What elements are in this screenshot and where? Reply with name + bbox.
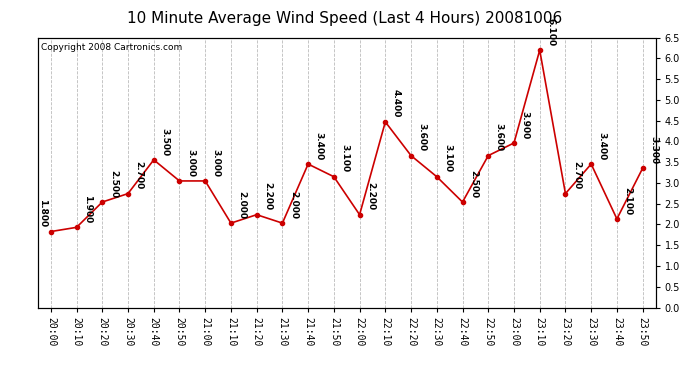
Text: 3.400: 3.400 <box>598 132 607 160</box>
Text: 6.100: 6.100 <box>546 18 555 46</box>
Text: 2.000: 2.000 <box>289 191 298 219</box>
Text: 1.800: 1.800 <box>38 199 47 227</box>
Text: 2.700: 2.700 <box>572 161 581 189</box>
Text: 3.300: 3.300 <box>649 136 658 164</box>
Text: 3.100: 3.100 <box>444 144 453 172</box>
Text: 2.200: 2.200 <box>264 182 273 210</box>
Text: 3.600: 3.600 <box>417 123 426 152</box>
Text: 3.400: 3.400 <box>315 132 324 160</box>
Text: 2.000: 2.000 <box>237 191 246 219</box>
Text: 10 Minute Average Wind Speed (Last 4 Hours) 20081006: 10 Minute Average Wind Speed (Last 4 Hou… <box>128 11 562 26</box>
Text: 2.500: 2.500 <box>469 170 478 198</box>
Text: 3.000: 3.000 <box>186 149 195 177</box>
Text: 2.200: 2.200 <box>366 182 375 210</box>
Text: 2.500: 2.500 <box>109 170 118 198</box>
Text: 4.400: 4.400 <box>392 89 401 118</box>
Text: Copyright 2008 Cartronics.com: Copyright 2008 Cartronics.com <box>41 43 182 52</box>
Text: 2.100: 2.100 <box>624 187 633 215</box>
Text: 3.600: 3.600 <box>495 123 504 152</box>
Text: 2.700: 2.700 <box>135 161 144 189</box>
Text: 3.500: 3.500 <box>160 128 169 156</box>
Text: 3.100: 3.100 <box>340 144 349 172</box>
Text: 3.000: 3.000 <box>212 149 221 177</box>
Text: 3.900: 3.900 <box>520 111 530 139</box>
Text: 1.900: 1.900 <box>83 195 92 223</box>
